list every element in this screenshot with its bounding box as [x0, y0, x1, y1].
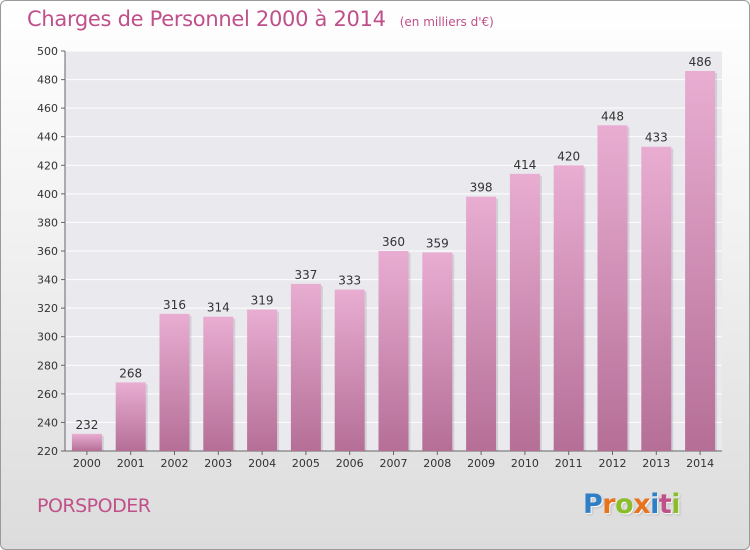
bar	[641, 146, 672, 451]
bar	[509, 173, 540, 451]
bars	[71, 71, 718, 452]
y-tick-label: 380	[37, 216, 58, 229]
x-tick-label: 2008	[423, 457, 451, 470]
data-label: 414	[513, 158, 536, 172]
chart-title: Charges de Personnel 2000 à 2014 (en mill…	[27, 7, 494, 31]
labels: 220 240 260 280 300 320 340 360 380 400 420 440 460 4…	[37, 45, 714, 470]
y-tick-label: 480	[37, 74, 58, 87]
proxiti-logo: Proxiti	[583, 489, 681, 520]
bar	[466, 196, 497, 451]
place-name: PORSPODER	[37, 495, 151, 517]
x-tick-label: 2002	[161, 457, 189, 470]
data-label: 359	[426, 236, 449, 250]
data-label: 420	[557, 149, 580, 163]
logo-letter: r	[602, 489, 616, 520]
bar	[597, 125, 628, 452]
x-tick-label: 2000	[73, 457, 101, 470]
bar	[422, 252, 453, 451]
bar	[290, 283, 321, 451]
data-label: 268	[119, 366, 142, 380]
logo-letter: x	[633, 489, 651, 520]
bar	[203, 316, 234, 451]
data-label: 232	[75, 418, 98, 432]
y-tick-label: 340	[37, 274, 58, 287]
x-tick-label: 2013	[642, 457, 670, 470]
x-tick-label: 2004	[248, 457, 276, 470]
bar	[553, 165, 584, 452]
data-label: 448	[601, 109, 624, 123]
x-tick-label: 2010	[511, 457, 539, 470]
y-tick-label: 360	[37, 245, 58, 258]
y-tick-label: 460	[37, 102, 58, 115]
x-tick-label: 2012	[599, 457, 627, 470]
data-label: 333	[338, 274, 361, 288]
y-tick-label: 300	[37, 331, 58, 344]
x-tick-label: 2001	[117, 457, 145, 470]
data-label: 433	[645, 131, 668, 145]
x-tick-label: 2003	[204, 457, 232, 470]
x-tick-label: 2005	[292, 457, 320, 470]
chart-title-text: Charges de Personnel 2000 à 2014	[27, 7, 386, 31]
logo-letter: i	[650, 489, 659, 520]
chart-subtitle: (en milliers d'€)	[399, 15, 494, 29]
data-label: 314	[207, 301, 230, 315]
logo-letter: P	[583, 489, 603, 520]
bar	[685, 71, 716, 451]
data-label: 319	[251, 294, 274, 308]
x-tick-label: 2007	[380, 457, 408, 470]
y-tick-label: 320	[37, 302, 58, 315]
y-tick-label: 240	[37, 416, 58, 429]
data-label: 337	[294, 268, 317, 282]
x-tick-label: 2009	[467, 457, 495, 470]
bar	[378, 251, 409, 451]
logo-letter: i	[671, 489, 681, 520]
bar	[71, 433, 102, 451]
bar	[159, 313, 190, 451]
y-tick-label: 280	[37, 359, 58, 372]
y-tick-label: 260	[37, 388, 58, 401]
data-label: 316	[163, 298, 186, 312]
y-tick-label: 420	[37, 159, 58, 172]
bar	[334, 289, 365, 451]
x-tick-label: 2014	[686, 457, 714, 470]
data-label: 398	[470, 181, 493, 195]
y-tick-label: 220	[37, 445, 58, 458]
data-label: 360	[382, 235, 405, 249]
y-tick-label: 400	[37, 188, 58, 201]
y-tick-label: 440	[37, 131, 58, 144]
bar	[115, 382, 146, 451]
logo-letter: t	[658, 489, 672, 520]
x-tick-label: 2011	[555, 457, 583, 470]
data-label: 486	[689, 55, 712, 69]
logo-letter: o	[615, 489, 634, 520]
y-tick-label: 500	[37, 45, 58, 58]
bar	[247, 309, 278, 451]
x-tick-label: 2006	[336, 457, 364, 470]
